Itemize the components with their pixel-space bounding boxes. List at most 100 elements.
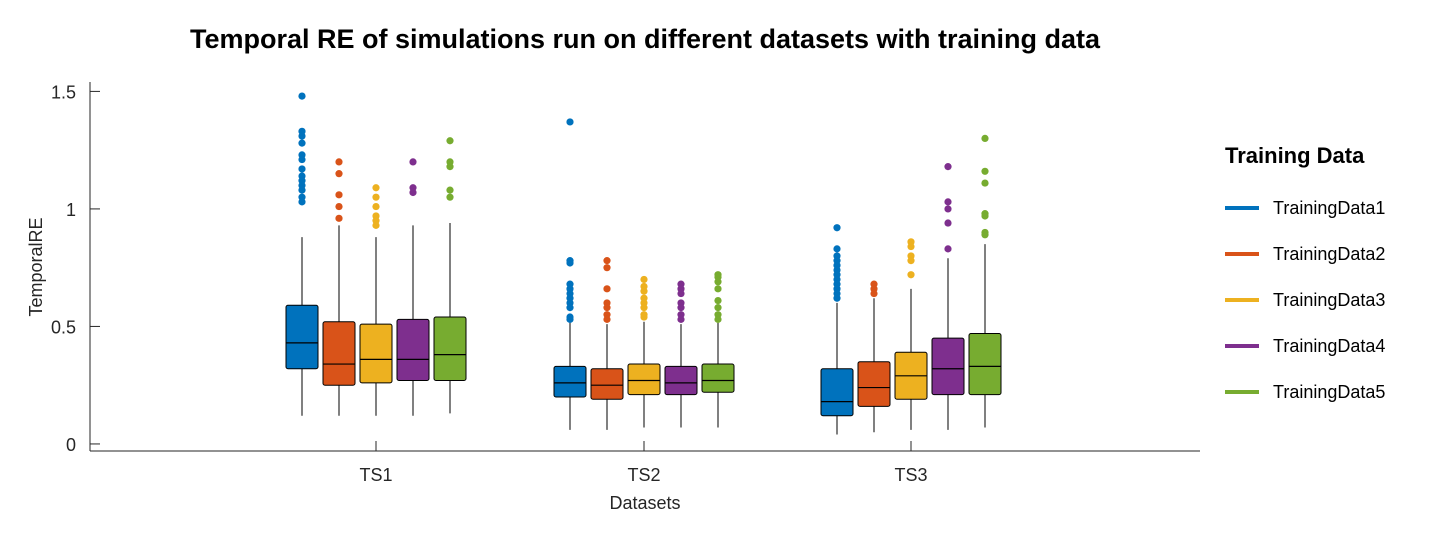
box-body: [857, 361, 891, 407]
box-TrainingData2-TS3: [857, 280, 891, 433]
box-TrainingData5-TS3: [968, 134, 1002, 428]
outlier-point: [833, 224, 841, 232]
outlier-point: [446, 193, 454, 201]
outlier-point: [981, 212, 989, 220]
outlier-point: [981, 134, 989, 143]
outlier-point: [446, 163, 454, 171]
chart-title: Temporal RE of simulations run on differ…: [189, 24, 1101, 54]
outlier-point: [335, 191, 343, 199]
outlier-point: [677, 315, 685, 323]
legend-item: TrainingData5: [1225, 369, 1385, 415]
outlier-point: [372, 184, 380, 192]
legend-item: TrainingData3: [1225, 277, 1385, 323]
outlier-point: [640, 304, 648, 312]
box-body: [590, 368, 624, 400]
legend-swatch: [1225, 252, 1259, 256]
box-body: [664, 365, 698, 396]
outlier-point: [409, 158, 417, 166]
box-TrainingData3-TS3: [894, 238, 928, 430]
outlier-point: [335, 158, 343, 166]
outlier-point: [981, 231, 989, 239]
x-axis-label: Datasets: [609, 493, 680, 513]
outlier-point: [907, 257, 915, 265]
legend-label: TrainingData4: [1273, 335, 1386, 356]
outlier-point: [335, 202, 343, 211]
outlier-point: [409, 188, 417, 197]
box-TrainingData4-TS2: [664, 280, 698, 428]
outlier-point: [372, 202, 380, 211]
box-body: [322, 321, 356, 386]
outlier-point: [298, 165, 306, 173]
legend-items: TrainingData1 TrainingData2 TrainingData3 T…: [1225, 185, 1385, 415]
box-TrainingData1-TS2: [553, 118, 587, 430]
outlier-point: [298, 186, 306, 194]
outlier-point: [566, 315, 574, 323]
outlier-point: [298, 198, 306, 206]
y-tick-label: 0: [66, 435, 76, 455]
x-tick-label: TS2: [627, 465, 660, 485]
axes: 0 0.5 1 1.5 TS1 TS2 TS3 Datasets TemporalRE: [26, 82, 1200, 513]
outlier-point: [907, 242, 915, 251]
outlier-point: [907, 271, 915, 279]
legend-label: TrainingData5: [1273, 381, 1386, 402]
box-TrainingData2-TS1: [322, 158, 356, 416]
y-tick-label: 0.5: [51, 317, 76, 337]
legend-label: TrainingData3: [1273, 289, 1386, 310]
x-tick-label: TS1: [359, 465, 392, 485]
outlier-point: [566, 304, 574, 312]
outlier-point: [714, 304, 722, 312]
box-TrainingData4-TS1: [396, 158, 430, 416]
outlier-point: [298, 92, 306, 100]
outlier-point: [566, 259, 574, 267]
box-body: [359, 323, 393, 384]
box-body: [627, 363, 661, 396]
outlier-point: [944, 198, 952, 206]
box-TrainingData1-TS1: [285, 92, 319, 416]
outlier-point: [944, 205, 952, 213]
box-body: [820, 368, 854, 417]
box-body: [285, 304, 319, 370]
legend-label: TrainingData2: [1273, 243, 1386, 264]
outlier-point: [677, 289, 685, 298]
outlier-point: [446, 186, 454, 194]
y-tick-label: 1.5: [51, 82, 76, 102]
box-body: [701, 363, 735, 393]
legend-item: TrainingData1: [1225, 185, 1385, 231]
outlier-point: [335, 170, 343, 178]
outlier-point: [714, 278, 722, 286]
box-body: [433, 316, 467, 381]
outlier-point: [603, 315, 611, 323]
box-TrainingData3-TS2: [627, 275, 661, 428]
box-TrainingData5-TS2: [701, 271, 735, 428]
outlier-point: [833, 294, 841, 302]
legend-title: Training Data: [1225, 143, 1365, 168]
outlier-point: [714, 315, 722, 323]
outlier-point: [298, 139, 306, 147]
outlier-point: [372, 221, 380, 229]
outlier-point: [714, 296, 722, 305]
y-axis-label: TemporalRE: [26, 217, 46, 316]
legend: Training Data TrainingData1 TrainingData2…: [1225, 143, 1385, 415]
outlier-point: [372, 193, 380, 201]
outlier-point: [944, 163, 952, 171]
outlier-point: [603, 304, 611, 312]
outlier-point: [944, 245, 952, 253]
outlier-point: [981, 167, 989, 175]
legend-swatch: [1225, 298, 1259, 302]
legend-swatch: [1225, 206, 1259, 210]
boxes-group: [285, 92, 1002, 435]
outlier-point: [640, 275, 648, 284]
outlier-point: [566, 118, 574, 126]
x-tick-label: TS3: [894, 465, 927, 485]
y-tick-label: 1: [66, 200, 76, 220]
legend-item: TrainingData2: [1225, 231, 1385, 277]
outlier-point: [298, 132, 306, 140]
outlier-point: [870, 289, 878, 298]
outlier-point: [640, 287, 648, 295]
outlier-point: [446, 137, 454, 145]
outlier-point: [335, 214, 343, 222]
legend-label: TrainingData1: [1273, 197, 1386, 218]
box-TrainingData1-TS3: [820, 224, 854, 435]
outlier-point: [640, 313, 648, 321]
